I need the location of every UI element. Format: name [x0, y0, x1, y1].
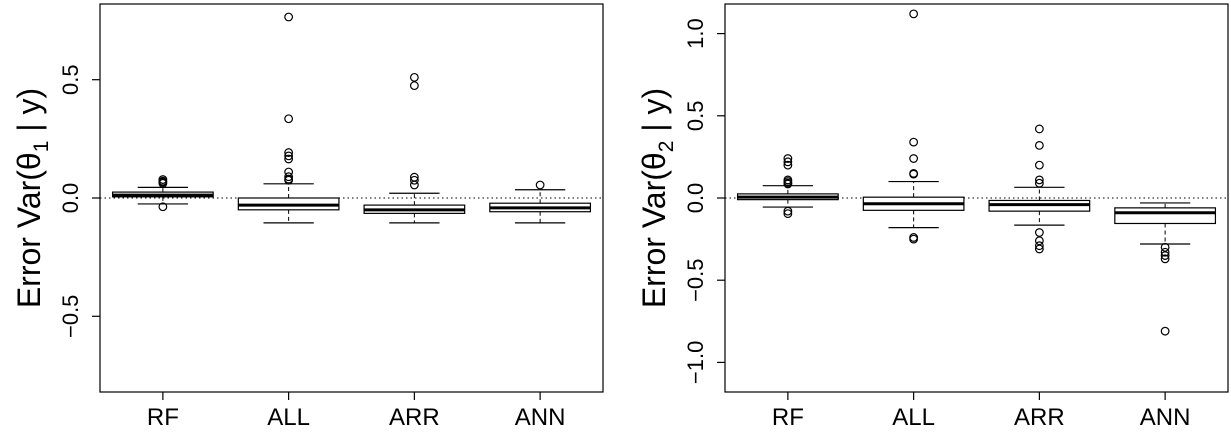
outlier-point: [409, 175, 419, 185]
outlier-point: [1160, 251, 1170, 260]
outlier-point: [284, 151, 294, 161]
x-tick-label: ARR: [1014, 404, 1065, 429]
y-tick-label: −0.5: [58, 295, 83, 338]
y-tick-label: 0.0: [58, 183, 83, 214]
y-tick-label: 0.5: [683, 100, 708, 131]
outlier-point: [1034, 236, 1044, 246]
box-all: [862, 9, 965, 244]
outlier-point: [909, 154, 919, 163]
outlier-point: [783, 157, 793, 167]
outlier-point: [783, 179, 793, 189]
outlier-point: [909, 169, 919, 179]
y-axis-title-prefix: Error Var(θ: [636, 152, 672, 308]
outlier-point: [909, 9, 919, 19]
x-tick-label: RF: [772, 404, 804, 429]
y-tick-label: 0.5: [58, 64, 83, 95]
x-tick-label: ARR: [389, 404, 440, 429]
y-axis-title-prefix: Error Var(θ: [11, 152, 47, 308]
outlier-point: [909, 234, 919, 244]
outlier-point: [783, 154, 793, 163]
y-tick-label: 1.0: [683, 18, 708, 49]
outlier-point: [409, 180, 419, 190]
y-tick-label: 0.0: [683, 183, 708, 214]
y-tick-label: −0.5: [683, 258, 708, 301]
outlier-point: [1160, 247, 1170, 257]
box-arr: [363, 72, 466, 224]
outlier-point: [783, 160, 793, 170]
outlier-point: [1034, 178, 1044, 188]
outlier-point: [1160, 254, 1170, 264]
x-tick-label: RF: [147, 404, 179, 429]
outlier-point: [535, 180, 545, 190]
outlier-point: [1034, 124, 1044, 134]
x-tick-label: ANN: [515, 404, 566, 429]
outlier-point: [783, 209, 793, 219]
x-tick-label: ALL: [892, 404, 935, 429]
outlier-point: [783, 206, 793, 216]
outlier-point: [284, 114, 294, 124]
y-axis-title-subscript: 1: [30, 141, 53, 153]
y-axis-title: Error Var(θ2 | y): [636, 88, 678, 308]
x-tick-label: ALL: [267, 404, 310, 429]
outlier-point: [1160, 326, 1170, 336]
outlier-point: [284, 148, 294, 157]
outlier-point: [409, 81, 419, 91]
box-body: [1114, 207, 1217, 225]
outlier-point: [284, 172, 294, 182]
y-axis-title-suffix: | y): [11, 88, 47, 141]
outlier-point: [1034, 175, 1044, 185]
y-axis-title-subscript: 2: [655, 141, 678, 153]
outlier-point: [409, 72, 419, 82]
outlier-point: [1034, 228, 1044, 237]
y-tick-label: −1.0: [683, 341, 708, 384]
outlier-point: [1034, 241, 1044, 251]
outlier-point: [158, 202, 168, 212]
outlier-point: [1160, 242, 1170, 252]
chart-panel-2: −1.0 −0.5 0.0 0.5 1.0 Error Var(θ2 | y) RF ALL A…: [636, 3, 1229, 431]
box-ann: [1114, 202, 1217, 336]
box-all: [237, 12, 340, 224]
box-rf: [736, 154, 839, 219]
x-tick-label: ANN: [1140, 404, 1191, 429]
outlier-point: [1034, 244, 1044, 254]
y-axis-title-suffix: | y): [636, 88, 672, 141]
outlier-point: [1034, 140, 1044, 150]
outlier-point: [909, 137, 919, 147]
box-rf: [111, 175, 214, 212]
outlier-point: [284, 12, 294, 22]
outlier-point: [1034, 160, 1044, 170]
outlier-point: [284, 154, 294, 164]
box-ann: [489, 180, 592, 224]
box-arr: [988, 124, 1091, 254]
outlier-point: [284, 175, 294, 185]
y-axis-title: Error Var(θ1 | y): [11, 88, 53, 308]
outlier-point: [158, 178, 168, 188]
